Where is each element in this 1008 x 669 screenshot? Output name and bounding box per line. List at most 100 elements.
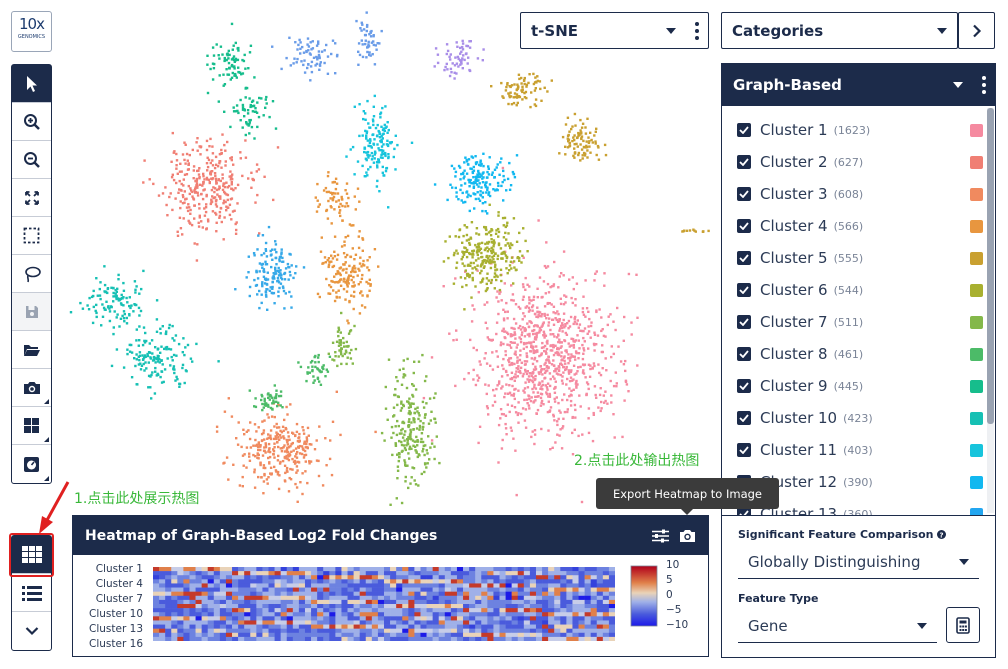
heatmap-cell [317,604,324,609]
projection-select[interactable]: t-SNE [520,12,709,49]
heatmap-cell [353,579,360,584]
heatmap-grid[interactable] [153,567,615,641]
cluster-color-swatch[interactable] [970,155,983,169]
checkbox-checked[interactable] [737,219,751,233]
zoom-in-tool[interactable] [12,103,51,141]
cluster-item[interactable]: Cluster 6 (544) [737,280,985,300]
kebab-menu-icon[interactable] [973,76,995,94]
fit-view-tool[interactable] [12,179,51,217]
heatmap-cell [596,587,604,592]
checkbox-checked[interactable] [737,379,751,393]
cluster-color-swatch[interactable] [970,251,983,265]
heatmap-cell [268,591,275,597]
graph-based-header[interactable]: Graph-Based [722,64,995,106]
heatmap-button[interactable] [12,536,51,574]
heatmap-cell [153,604,160,609]
panel-next-button[interactable] [958,12,995,49]
heatmap-cell [590,616,598,621]
misc-tool[interactable] [12,445,51,483]
checkbox-checked[interactable] [737,507,751,515]
heatmap-cell [402,612,409,617]
cluster-item[interactable]: Cluster 4 (566) [737,216,985,236]
cluster-color-swatch[interactable] [970,283,983,297]
heatmap-cell [353,612,360,617]
heatmap-cell [371,608,379,613]
cluster-color-swatch[interactable] [970,187,983,201]
categories-select[interactable]: Categories [721,12,958,49]
checkbox-checked[interactable] [737,411,751,425]
cluster-color-swatch[interactable] [970,379,983,393]
cluster-color-swatch[interactable] [970,315,983,329]
checkbox-checked[interactable] [737,283,751,297]
screenshot-tool[interactable] [12,369,51,407]
heatmap-cell [232,628,239,634]
cluster-color-swatch[interactable] [970,443,983,457]
heatmap-cell [542,628,549,634]
heatmap-cell [414,587,421,592]
lasso-tool[interactable] [12,255,51,293]
calculator-button[interactable] [946,607,980,643]
checkbox-checked[interactable] [737,187,751,201]
heatmap-cell [469,616,476,621]
heatmap-cell [201,608,209,613]
camera-icon[interactable] [679,528,696,543]
heatmap-cell [335,575,342,580]
cluster-item[interactable]: Cluster 2 (627) [737,152,985,172]
zoom-out-tool[interactable] [12,141,51,179]
cluster-color-swatch[interactable] [970,475,983,489]
checkbox-checked[interactable] [737,347,751,361]
feature-type-select[interactable]: Gene [738,610,937,643]
cluster-list-scrollbar[interactable] [987,108,994,513]
cluster-item[interactable]: Cluster 8 (461) [737,344,985,364]
heatmap-cell [219,567,227,572]
checkbox-checked[interactable] [737,155,751,169]
cluster-item[interactable]: Cluster 11 (403) [737,440,985,460]
cluster-color-swatch[interactable] [970,411,983,425]
cluster-item[interactable]: Cluster 9 (445) [737,376,985,396]
list-button[interactable] [12,574,51,612]
heatmap-cell [560,583,567,588]
heatmap-cell [177,575,184,580]
scrollbar-thumb[interactable] [987,108,994,424]
heatmap-cell [183,571,190,576]
cluster-item[interactable]: Cluster 3 (608) [737,184,985,204]
cluster-color-swatch[interactable] [970,507,983,515]
cluster-color-swatch[interactable] [970,123,983,137]
heatmap-cell [183,628,190,634]
cluster-item[interactable]: Cluster 5 (555) [737,248,985,268]
heatmap-cell [317,636,324,641]
heatmap-cell [444,620,452,625]
checkbox-checked[interactable] [737,123,751,137]
layout-tool[interactable] [12,407,51,445]
cluster-item[interactable]: Cluster 1 (1623) [737,120,985,140]
sfc-select[interactable]: Globally Distinguishing [738,546,979,579]
cluster-item[interactable]: Cluster 7 (511) [737,312,985,332]
cluster-item[interactable]: Cluster 10 (423) [737,408,985,428]
save-tool[interactable] [12,293,51,331]
heatmap-header: Heatmap of Graph-Based Log2 Fold Changes [73,516,708,555]
collapse-button[interactable] [12,612,51,650]
cluster-color-swatch[interactable] [970,219,983,233]
kebab-menu-icon[interactable] [686,21,708,40]
select-tool[interactable] [12,65,51,103]
checkbox-checked[interactable] [737,251,751,265]
caret-down-icon[interactable] [953,82,963,88]
heatmap-cell [566,595,573,601]
help-icon[interactable]: ? [937,530,947,539]
heatmap-cell [505,632,512,638]
cluster-item[interactable]: Cluster 13 (360) [737,504,985,515]
heatmap-cell [578,636,585,641]
heatmap-cell [554,632,561,638]
box-select-tool[interactable] [12,217,51,255]
tsne-scatter-plot[interactable] [60,0,720,520]
cluster-color-swatch[interactable] [970,347,983,361]
heatmap-cell [566,604,573,609]
heatmap-cell [225,608,233,613]
heatmap-cell [335,595,342,601]
checkbox-checked[interactable] [737,443,751,457]
sliders-icon[interactable] [652,529,669,543]
heatmap-cell [408,624,415,629]
checkbox-checked[interactable] [737,315,751,329]
heatmap-cell [274,571,281,576]
open-tool[interactable] [12,331,51,369]
